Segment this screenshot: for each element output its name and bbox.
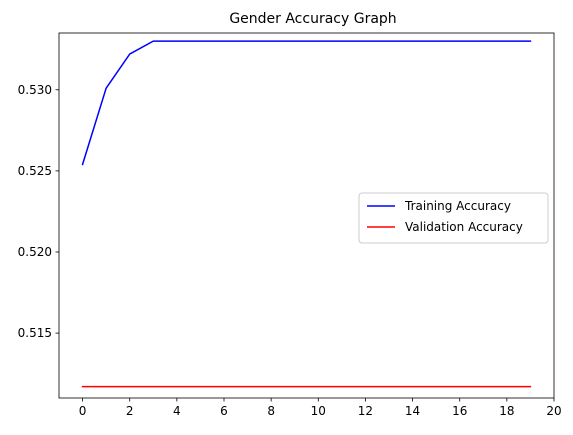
x-tick-label-7: 14 [405, 404, 420, 418]
y-tick-label-0: 0.515 [18, 326, 52, 340]
legend-label-1: Validation Accuracy [405, 220, 523, 234]
series-layer [81, 40, 532, 388]
legend-box [358, 192, 549, 244]
x-tick-label-2: 4 [173, 404, 181, 418]
x-tick-label-5: 10 [311, 404, 326, 418]
y-tick-label-2: 0.525 [18, 164, 52, 178]
x-tick-label-6: 12 [358, 404, 373, 418]
x-tick-label-9: 18 [499, 404, 514, 418]
legend-label-0: Training Accuracy [404, 199, 511, 213]
y-tick-label-1: 0.520 [18, 245, 52, 259]
x-tick-label-3: 6 [220, 404, 228, 418]
y-tick-label-3: 0.530 [18, 83, 52, 97]
x-tick-label-1: 2 [126, 404, 134, 418]
x-tick-label-8: 16 [452, 404, 467, 418]
x-tick-label-0: 0 [79, 404, 87, 418]
series-line-0 [81, 40, 532, 166]
chart-title: Gender Accuracy Graph [229, 11, 396, 27]
legend: Training Accuracy Validation Accuracy [358, 192, 549, 244]
x-tick-label-10: 20 [546, 404, 561, 418]
axes-frame [58, 32, 555, 399]
x-tick-label-4: 8 [267, 404, 275, 418]
axes-layer: 0 2 4 6 8 10 12 14 16 18 20 0.515 0.520 0.525 0.530 [18, 32, 562, 418]
